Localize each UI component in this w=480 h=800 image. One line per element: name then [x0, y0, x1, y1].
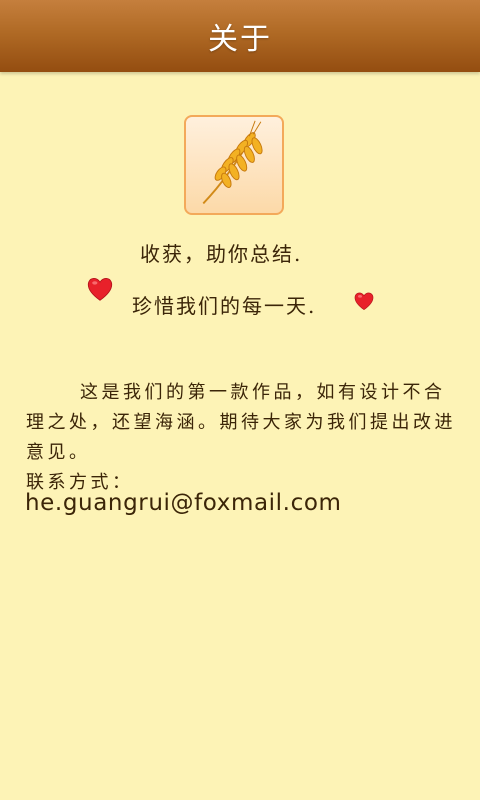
wheat-icon: [202, 120, 263, 205]
page-title: 关于: [208, 22, 272, 57]
heart-icon: [354, 292, 374, 311]
about-description: 这是我们的第一款作品，如有设计不合理之处，还望海涵。期待大家为我们提出改进意见。: [26, 382, 456, 463]
contact-email[interactable]: he.guangrui@foxmail.com: [25, 490, 342, 516]
slogan-cherish: 珍惜我们的每一天.: [132, 294, 317, 318]
slogan-harvest: 收获，助你总结.: [140, 242, 303, 266]
title-bar: 关于: [0, 0, 480, 72]
about-section: 这是我们的第一款作品，如有设计不合理之处，还望海涵。期待大家为我们提出改进意见。…: [26, 378, 466, 498]
app-logo: [184, 115, 284, 215]
heart-icon: [87, 278, 113, 301]
contact-label: 联系方式：: [26, 472, 134, 493]
